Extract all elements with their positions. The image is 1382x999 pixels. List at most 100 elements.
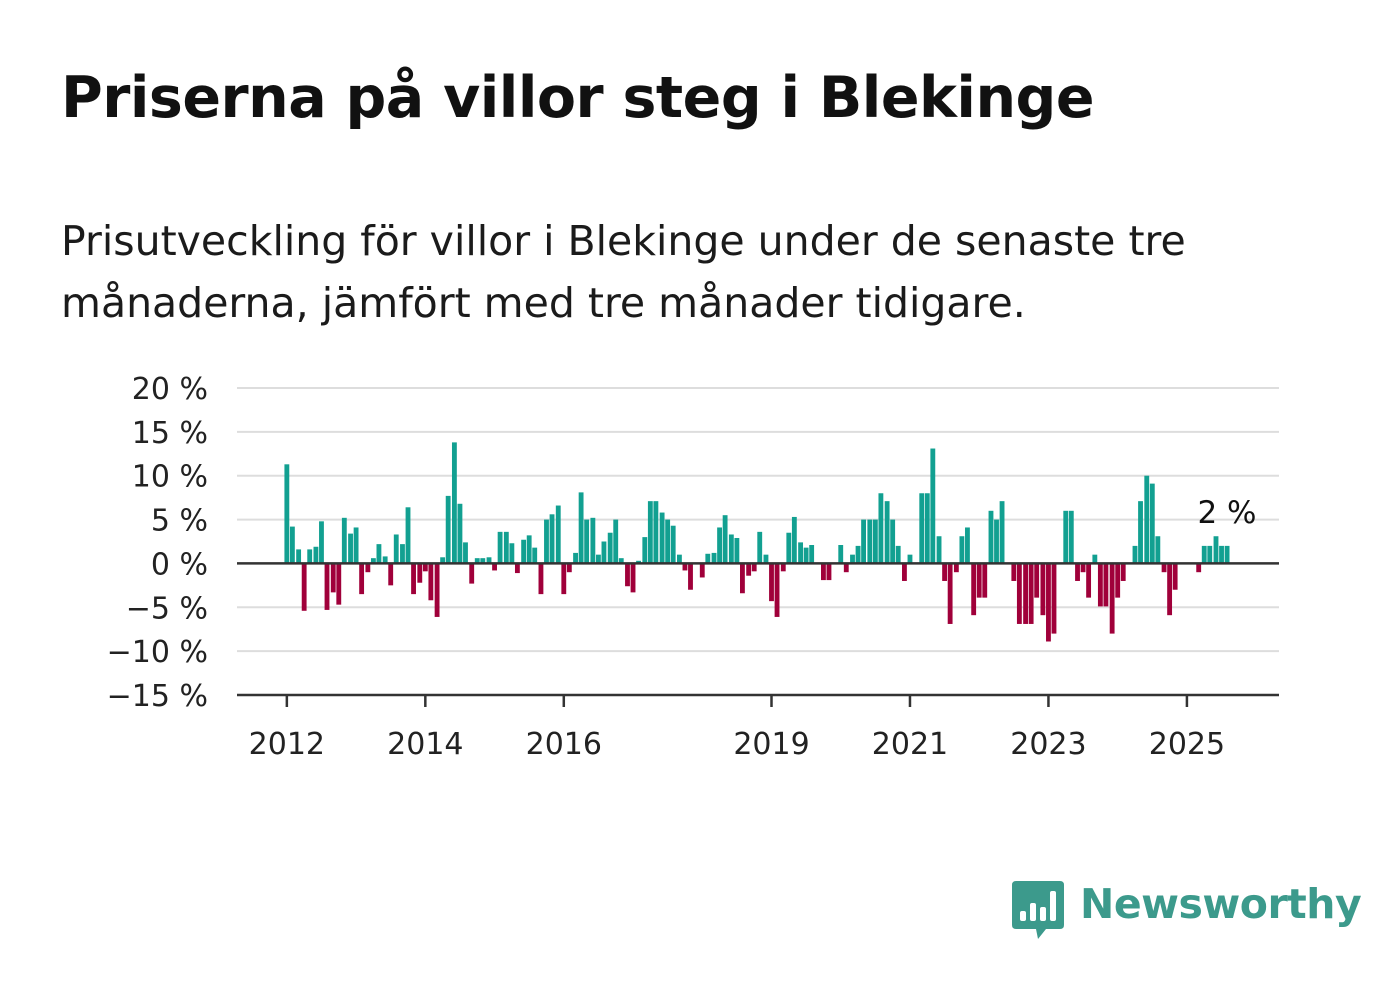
newsworthy-logo: Newsworthy (1012, 878, 1362, 942)
bar (1115, 563, 1121, 598)
bar (734, 537, 740, 564)
bar (492, 563, 497, 571)
bar (284, 464, 290, 564)
chart-title: Priserna på villor steg i Blekinge (61, 65, 1095, 131)
bar (739, 563, 745, 594)
bar (544, 519, 549, 564)
x-tick-label: 2012 (249, 727, 325, 762)
bar (538, 563, 544, 595)
bar (1219, 545, 1224, 564)
bar (670, 525, 676, 564)
bar (405, 507, 411, 564)
y-tick-label: 20 % (132, 372, 208, 407)
bar (324, 563, 330, 610)
bar (1138, 501, 1143, 564)
bar (861, 519, 867, 564)
y-tick-label: −15 % (107, 679, 208, 714)
bar (1063, 510, 1069, 564)
bar (509, 543, 515, 564)
bar (774, 563, 780, 617)
bar (630, 563, 636, 593)
bar (561, 563, 567, 595)
bar (463, 542, 468, 564)
y-tick-label: −10 % (107, 635, 208, 670)
x-axis-labels: 2012 2014 2016 2019 2021 2023 2025 (249, 727, 1225, 762)
bar (1132, 545, 1138, 564)
bar (1051, 563, 1057, 634)
y-tick-label: 15 % (132, 416, 208, 451)
bar (959, 536, 965, 564)
bar (653, 501, 659, 564)
bar (1075, 563, 1080, 581)
bar (428, 563, 434, 601)
bar (699, 563, 705, 578)
bar (642, 537, 648, 564)
bar (850, 554, 855, 564)
bar (365, 563, 371, 573)
bar (353, 527, 359, 564)
bar (665, 519, 671, 564)
bar (469, 563, 475, 584)
bar (682, 563, 688, 571)
bar (301, 563, 307, 611)
bar (549, 514, 555, 564)
last-value-label: 2 % (1197, 495, 1256, 531)
y-tick-label: −5 % (126, 591, 208, 626)
bar (1167, 563, 1173, 616)
bar (445, 495, 451, 564)
bar (618, 558, 624, 564)
bar (878, 493, 884, 564)
bar (1144, 475, 1150, 564)
bar (780, 563, 786, 572)
brand-name: Newsworthy (1080, 880, 1362, 928)
bar (521, 539, 527, 564)
bar (1224, 545, 1230, 564)
bar (965, 527, 970, 564)
bar (400, 544, 405, 564)
bar (289, 526, 295, 564)
bar (688, 563, 693, 590)
bar (480, 558, 486, 564)
bar (382, 556, 388, 564)
bar (999, 501, 1005, 564)
x-tick-label: 2014 (387, 727, 463, 762)
bar (370, 558, 376, 564)
bar (647, 501, 653, 564)
bar (1207, 545, 1213, 564)
bar (1149, 483, 1155, 564)
bar (348, 533, 353, 564)
bar (590, 517, 596, 564)
bar (982, 563, 988, 598)
bar (1046, 563, 1051, 642)
bar (751, 563, 757, 572)
bar (769, 563, 774, 602)
bar (417, 563, 423, 583)
bar (434, 563, 440, 617)
bar (953, 563, 959, 573)
bar (763, 554, 769, 564)
grid-lines (237, 387, 1279, 653)
bar (994, 519, 999, 564)
bar (1196, 563, 1202, 573)
bar (440, 557, 446, 564)
bar (711, 552, 717, 564)
bar (532, 547, 538, 564)
y-tick-label: 5 % (151, 504, 208, 539)
bar (526, 535, 532, 564)
bar (1161, 563, 1167, 573)
bar (341, 517, 347, 564)
x-tick-label: 2016 (526, 727, 602, 762)
newsworthy-logo-icon (1012, 881, 1064, 939)
x-tick-label: 2025 (1149, 727, 1225, 762)
bar (595, 554, 601, 564)
bar (1028, 563, 1034, 624)
bar (942, 563, 948, 581)
bar (601, 541, 607, 564)
bar (451, 442, 457, 564)
bar (319, 521, 324, 564)
bar (1023, 563, 1029, 624)
bar (728, 534, 734, 564)
bar (902, 563, 907, 581)
bar (1103, 563, 1109, 607)
